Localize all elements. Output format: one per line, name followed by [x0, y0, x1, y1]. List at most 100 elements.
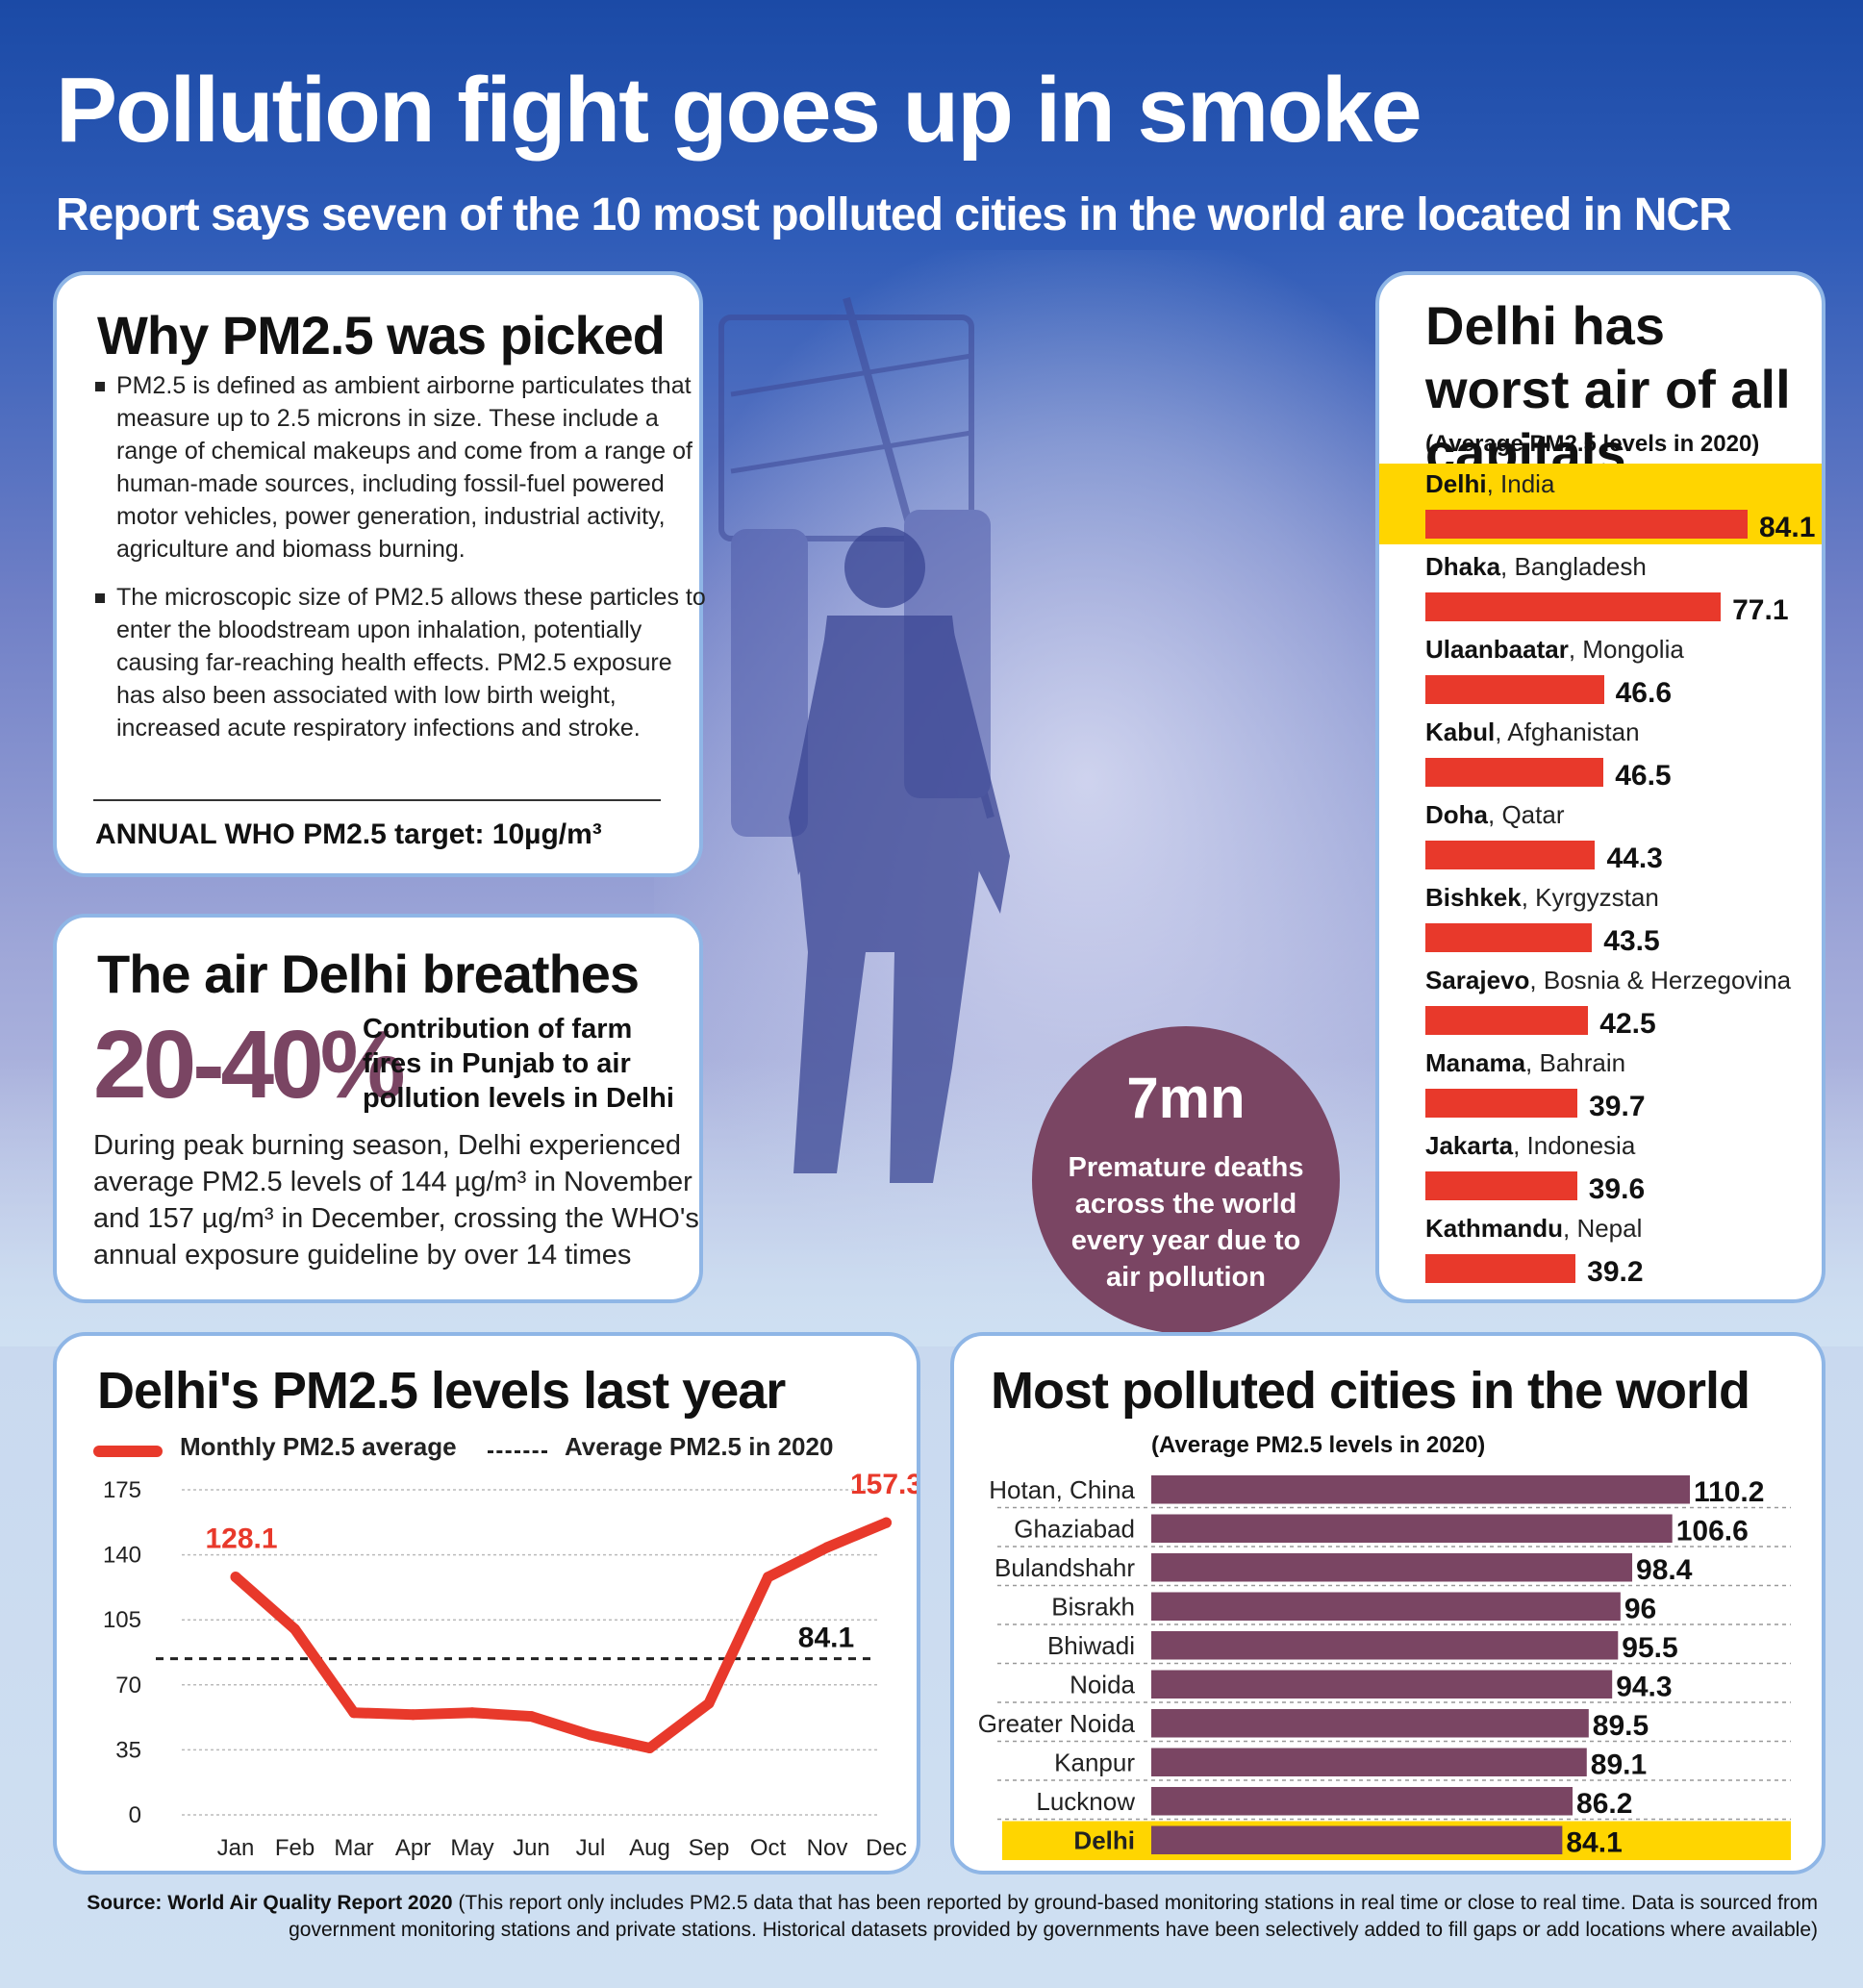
x-tick-label: Nov	[807, 1835, 848, 1861]
capital-bar	[1425, 1006, 1589, 1035]
city-bar	[1151, 1748, 1587, 1776]
capital-city: Doha	[1425, 800, 1488, 829]
legend-average-label: Average PM2.5 in 2020	[565, 1432, 834, 1461]
capital-row: Sarajevo, Bosnia & Herzegovina 42.5	[1425, 966, 1822, 1046]
capital-row: Kathmandu, Nepal 39.2	[1425, 1214, 1822, 1295]
vendor-photo	[718, 296, 1010, 1183]
city-label: Ghaziabad	[1014, 1515, 1135, 1544]
air-delhi-card: The air Delhi breathes 20-40% Contributi…	[53, 914, 703, 1303]
city-value: 95.5	[1622, 1632, 1677, 1664]
city-bar	[1151, 1553, 1633, 1582]
city-label: Delhi	[1073, 1826, 1135, 1855]
deaths-circle: 7mn Premature deaths across the world ev…	[1032, 1026, 1340, 1334]
city-label: Lucknow	[1036, 1787, 1135, 1816]
cities-title: Most polluted cities in the world	[991, 1362, 1750, 1420]
x-tick-label: Sep	[689, 1835, 730, 1861]
y-tick-label: 70	[115, 1673, 141, 1699]
capital-label: Manama, Bahrain	[1425, 1048, 1625, 1078]
capital-row: Jakarta, Indonesia 39.6	[1425, 1131, 1822, 1212]
monthly-line-chart: 0 35 70 105 140 175 Jan Feb Mar Apr May Jun Jul Aug Se…	[103, 1471, 917, 1861]
x-tick-label: Jul	[576, 1835, 606, 1861]
capital-value: 46.5	[1615, 760, 1672, 792]
capital-row: Bishkek, Kyrgyzstan 43.5	[1425, 883, 1822, 964]
capital-label: Doha, Qatar	[1425, 800, 1564, 830]
x-tick-label: Jun	[513, 1835, 550, 1861]
monthly-series-line	[230, 1517, 892, 1753]
monthly-chart-card: Delhi's PM2.5 levels last year Monthly P…	[53, 1332, 920, 1875]
capital-bar	[1425, 758, 1604, 787]
capital-value: 39.2	[1587, 1256, 1644, 1288]
capital-country: , Bahrain	[1525, 1048, 1626, 1077]
city-label: Kanpur	[1054, 1749, 1135, 1777]
monthly-data-point	[466, 1707, 478, 1719]
x-tick-label: Aug	[629, 1835, 670, 1861]
monthly-data-point	[821, 1542, 833, 1553]
city-value: 110.2	[1694, 1476, 1764, 1508]
city-bar	[1151, 1709, 1589, 1738]
monthly-data-point	[290, 1623, 300, 1635]
capital-value: 42.5	[1599, 1008, 1656, 1040]
city-value: 89.1	[1591, 1749, 1647, 1781]
capital-city: Dhaka	[1425, 552, 1501, 581]
capital-label: Jakarta, Indonesia	[1425, 1131, 1635, 1161]
city-value: 94.3	[1616, 1672, 1672, 1703]
capital-bar	[1425, 592, 1722, 621]
monthly-data-point	[408, 1709, 418, 1721]
bullet-item: The microscopic size of PM2.5 allows the…	[95, 581, 711, 744]
monthly-data-point	[881, 1517, 892, 1528]
x-tick-label: Feb	[275, 1835, 315, 1861]
city-label: Bulandshahr	[994, 1553, 1135, 1582]
x-tick-label: Dec	[866, 1835, 907, 1861]
capital-label: Kathmandu, Nepal	[1425, 1214, 1642, 1244]
capital-city: Delhi	[1425, 469, 1487, 498]
farm-fire-note: Contribution of farm fires in Punjab to …	[363, 1014, 674, 1114]
capital-country: , India	[1486, 469, 1555, 498]
city-bar	[1151, 1514, 1673, 1543]
x-tick-label: Oct	[750, 1835, 787, 1861]
source-label: Source: World Air Quality Report 2020	[87, 1892, 453, 1914]
capital-label: Dhaka, Bangladesh	[1425, 552, 1647, 582]
capital-country: , Mongolia	[1568, 635, 1684, 664]
capital-row: Delhi, India 84.1	[1425, 469, 1822, 550]
capital-bar	[1425, 923, 1593, 952]
capital-value: 43.5	[1603, 925, 1660, 957]
capital-bar	[1425, 1171, 1577, 1200]
city-value: 89.5	[1593, 1710, 1649, 1742]
capital-country: , Bangladesh	[1500, 552, 1647, 581]
capital-value: 39.6	[1588, 1173, 1646, 1205]
y-tick-label: 35	[115, 1737, 141, 1763]
city-bar	[1151, 1475, 1690, 1504]
capital-country: , Bosnia & Herzegovina	[1529, 966, 1792, 994]
bullet-item: PM2.5 is defined as ambient airborne par…	[95, 369, 711, 566]
cities-card: Most polluted cities in the world (Avera…	[950, 1332, 1825, 1875]
capitals-subtitle: (Average PM2.5 levels in 2020)	[1425, 431, 1760, 457]
divider	[93, 799, 661, 801]
capital-bar	[1425, 675, 1604, 704]
page-title: Pollution fight goes up in smoke	[56, 59, 1422, 162]
monthly-data-point	[230, 1572, 241, 1583]
y-tick-label: 175	[103, 1477, 141, 1503]
capital-row: Ulaanbaatar, Mongolia 46.6	[1425, 635, 1822, 716]
city-label: Noida	[1070, 1671, 1135, 1699]
deaths-text: Premature deaths across the world every …	[1068, 1152, 1304, 1293]
air-delhi-heading: The air Delhi breathes	[97, 944, 640, 1004]
monthly-data-point	[703, 1698, 715, 1709]
deaths-value: 7mn	[1126, 1066, 1246, 1130]
city-bar	[1151, 1787, 1573, 1816]
average-reference-label: 84.1	[798, 1623, 854, 1654]
capital-bar	[1425, 1089, 1578, 1118]
capital-country: , Afghanistan	[1495, 717, 1640, 746]
city-value: 84.1	[1566, 1827, 1622, 1859]
burning-season-text: During peak burning season, Delhi experi…	[93, 1130, 699, 1271]
monthly-chart-title: Delhi's PM2.5 levels last year	[97, 1362, 786, 1420]
city-value: 86.2	[1576, 1788, 1632, 1820]
city-label: Hotan, China	[989, 1475, 1135, 1504]
who-target: ANNUAL WHO PM2.5 target: 10µg/m³	[95, 818, 602, 850]
capital-label: Ulaanbaatar, Mongolia	[1425, 635, 1684, 665]
source-note: Source: World Air Quality Report 2020 (T…	[67, 1890, 1818, 1944]
legend-monthly-swatch	[93, 1446, 163, 1457]
x-tick-label: May	[450, 1835, 493, 1861]
cities-bar-chart: Hotan, China 110.2 Ghaziabad 106.6 Bulandsha…	[978, 1475, 1791, 1860]
capital-city: Manama	[1425, 1048, 1526, 1077]
